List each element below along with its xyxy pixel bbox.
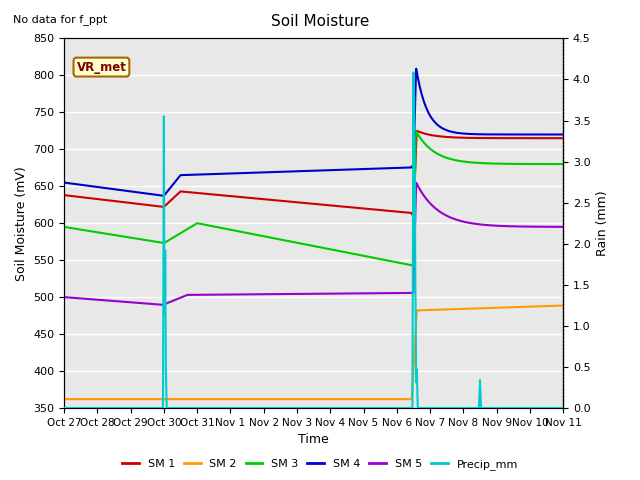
Y-axis label: Rain (mm): Rain (mm) bbox=[596, 191, 609, 256]
Legend: SM 1, SM 2, SM 3, SM 4, SM 5, Precip_mm: SM 1, SM 2, SM 3, SM 4, SM 5, Precip_mm bbox=[118, 455, 522, 474]
Text: VR_met: VR_met bbox=[77, 60, 126, 73]
Text: No data for f_ppt: No data for f_ppt bbox=[13, 14, 107, 25]
X-axis label: Time: Time bbox=[298, 433, 329, 446]
Y-axis label: Soil Moisture (mV): Soil Moisture (mV) bbox=[15, 166, 28, 281]
Text: Soil Moisture: Soil Moisture bbox=[271, 14, 369, 29]
